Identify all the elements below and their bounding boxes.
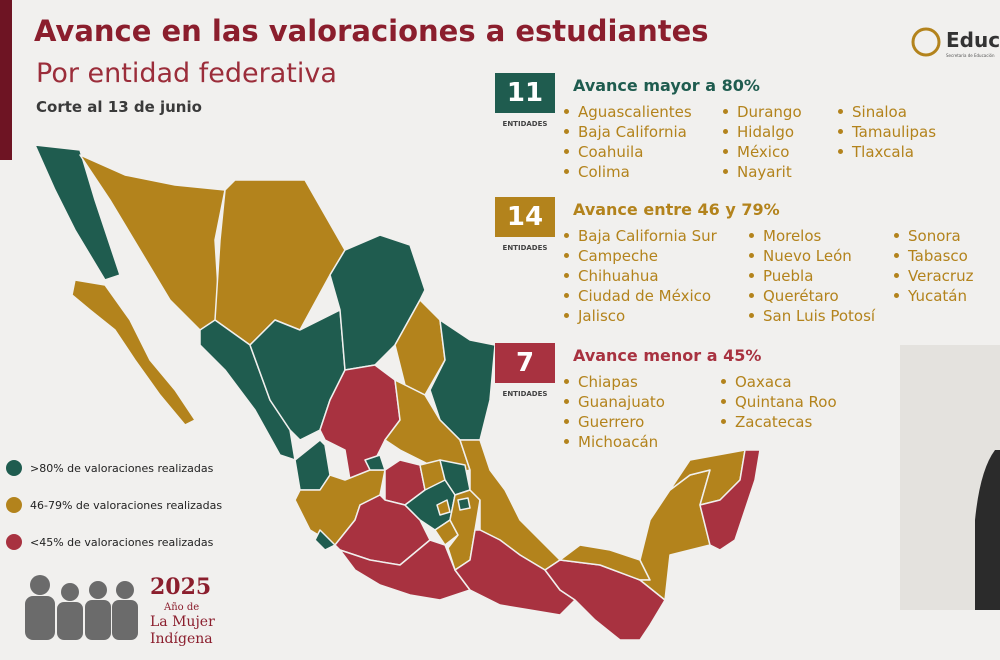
state-item: Tlaxcala (838, 142, 936, 162)
state-item: Chiapas (564, 372, 665, 392)
state-item: Ciudad de México (564, 286, 717, 306)
legend-swatch (6, 497, 22, 513)
legend-item: 46-79% de valoraciones realizadas (6, 497, 222, 513)
state-item: Puebla (749, 266, 875, 286)
state-item: Sonora (894, 226, 973, 246)
state-item: Baja California (564, 122, 692, 142)
group-heading: Avance entre 46 y 79% (573, 200, 780, 219)
state-item: Hidalgo (723, 122, 802, 142)
state-list: Oaxaca Quintana Roo Zacatecas (721, 372, 837, 432)
state-item: Guanajuato (564, 392, 665, 412)
logo-seal (911, 27, 941, 57)
state-list: Chiapas Guanajuato Guerrero Michoacán (564, 372, 665, 452)
state-item: Campeche (564, 246, 717, 266)
women-illustration (25, 575, 138, 640)
count-unit: ENTIDADES (502, 390, 548, 398)
state-item: Sinaloa (838, 102, 936, 122)
year: 2025 (150, 574, 212, 600)
state-list: Morelos Nuevo León Puebla Querétaro San Luis… (749, 226, 875, 326)
footer-line: Indígena (150, 631, 213, 647)
state-item: Tamaulipas (838, 122, 936, 142)
count-unit: ENTIDADES (502, 120, 548, 128)
state-item: Nayarit (723, 162, 802, 182)
state-item: Oaxaca (721, 372, 837, 392)
state-item: México (723, 142, 802, 162)
state-item: Baja California Sur (564, 226, 717, 246)
legend-label: <45% de valoraciones realizadas (30, 535, 214, 549)
state-item: Tabasco (894, 246, 973, 266)
state-item: Guerrero (564, 412, 665, 432)
state-item: Durango (723, 102, 802, 122)
state-item: Nuevo León (749, 246, 875, 266)
state-list: Sinaloa Tamaulipas Tlaxcala (838, 102, 936, 162)
state-list: Sonora Tabasco Veracruz Yucatán (894, 226, 973, 306)
state-list: Aguascalientes Baja California Coahuila Col… (564, 102, 692, 182)
legend-swatch (6, 460, 22, 476)
group-heading: Avance menor a 45% (573, 346, 762, 365)
legend-label: >80% de valoraciones realizadas (30, 461, 214, 475)
state-item: Chihuahua (564, 266, 717, 286)
state-item: Veracruz (894, 266, 973, 286)
footer-line: La Mujer (150, 614, 215, 630)
footer-line: Año de (164, 602, 200, 613)
legend-label: 46-79% de valoraciones realizadas (30, 498, 223, 512)
logo-subtitle: Secretaría de Educación (946, 53, 995, 58)
date: Corte al 13 de junio (36, 98, 202, 116)
legend-item: <45% de valoraciones realizadas (6, 534, 213, 550)
count-badge: 14 (495, 197, 555, 237)
count-badge: 7 (495, 343, 555, 383)
state-item: Aguascalientes (564, 102, 692, 122)
count-unit: ENTIDADES (502, 244, 548, 252)
state-item: Coahuila (564, 142, 692, 162)
state-item: Michoacán (564, 432, 665, 452)
state-list: Durango Hidalgo México Nayarit (723, 102, 802, 182)
state-item: San Luis Potosí (749, 306, 875, 326)
state-item: Zacatecas (721, 412, 837, 432)
state-list: Baja California Sur Campeche Chihuahua Ciud… (564, 226, 717, 326)
interpreter (975, 450, 1000, 610)
title: Avance en las valoraciones a estudiantes (34, 14, 709, 48)
logo-name: Educa (946, 28, 1000, 52)
subtitle: Por entidad federativa (36, 58, 337, 89)
legend-swatch (6, 534, 22, 550)
count-badge: 11 (495, 73, 555, 113)
state-item: Quintana Roo (721, 392, 837, 412)
state-item: Morelos (749, 226, 875, 246)
state-item: Colima (564, 162, 692, 182)
group-heading: Avance mayor a 80% (573, 76, 760, 95)
legend-item: >80% de valoraciones realizadas (6, 460, 213, 476)
state-item: Jalisco (564, 306, 717, 326)
state-item: Querétaro (749, 286, 875, 306)
state-item: Yucatán (894, 286, 973, 306)
accent-bar (0, 0, 12, 160)
